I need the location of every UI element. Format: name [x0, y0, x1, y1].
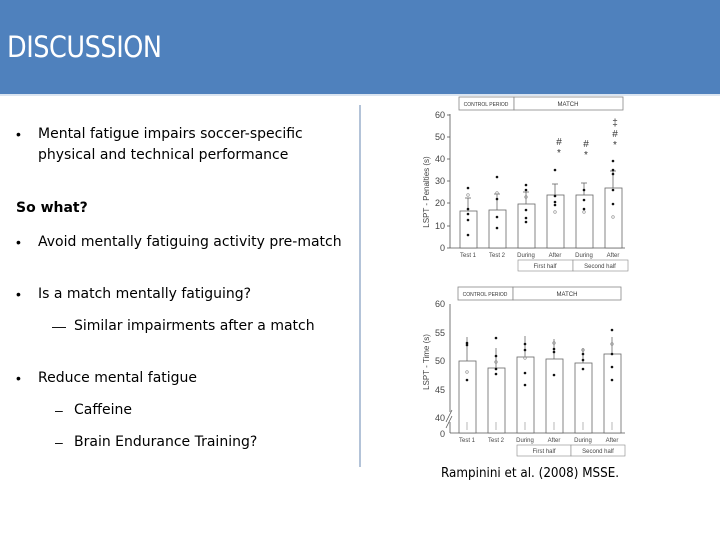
star-symbol: *	[613, 140, 617, 151]
x-tick: After	[606, 438, 619, 444]
bar	[517, 203, 536, 249]
y-tick: 0	[440, 243, 445, 253]
header-rule	[0, 94, 720, 96]
bullet-4: Reduce mental fatigue	[38, 370, 198, 386]
y-tick: 45	[435, 385, 445, 395]
match-box	[513, 96, 624, 111]
second-half-label: Second half	[582, 449, 614, 455]
star-symbol: *	[557, 148, 561, 159]
bullet-icon: •	[16, 126, 21, 142]
bullet-list: • Mental fatigue impairs soccer-specific…	[16, 126, 342, 450]
y-tick: 30	[435, 176, 445, 186]
match-label: MATCH	[558, 102, 579, 108]
dash-icon: —	[52, 318, 66, 334]
hash-symbol: #	[556, 137, 562, 148]
control-period-label: CONTROL PERIOD	[464, 102, 509, 108]
chart-penalties: CONTROL PERIOD MATCH 0 10 20 30 40 50 60…	[422, 96, 629, 272]
y-tick: 10	[435, 221, 445, 231]
x-tick: Test 2	[489, 253, 506, 259]
x-tick: During	[575, 253, 593, 259]
x-tick: Test 2	[488, 438, 505, 444]
bar	[575, 194, 594, 249]
star-symbol: *	[584, 150, 588, 161]
y-axis-label: LSPT - Time (s)	[422, 334, 431, 390]
x-tick: Test 1	[460, 253, 477, 259]
second-half-label: Second half	[584, 264, 616, 270]
x-tick: After	[607, 253, 620, 259]
y-tick: 50	[435, 132, 445, 142]
section-heading: So what?	[16, 200, 88, 216]
x-tick: Test 1	[459, 438, 476, 444]
x-tick: During	[574, 438, 592, 444]
hash-symbol: #	[583, 139, 589, 150]
dash-icon: –	[55, 402, 63, 418]
y-tick: 40	[435, 413, 445, 423]
dash-icon: –	[55, 434, 63, 450]
bullet-icon: •	[16, 234, 21, 250]
dagger-symbol: ‡	[612, 118, 618, 129]
control-period-label: CONTROL PERIOD	[463, 292, 508, 298]
bar	[459, 210, 478, 249]
y-tick: 50	[435, 356, 445, 366]
citation: Rampinini et al. (2008) MSSE.	[441, 466, 620, 481]
first-half-label: First half	[533, 264, 556, 270]
bullet-1-line-1: Mental fatigue impairs soccer-specific	[38, 126, 303, 142]
x-tick: During	[517, 253, 535, 259]
match-label: MATCH	[557, 292, 578, 298]
hash-symbol: #	[612, 129, 618, 140]
x-tick: After	[548, 438, 561, 444]
bullet-3: Is a match mentally fatiguing?	[38, 286, 252, 302]
y-tick: 55	[435, 328, 445, 338]
bullet-icon: •	[16, 370, 21, 386]
y-tick: 20	[435, 198, 445, 208]
y-tick: 40	[435, 154, 445, 164]
bullet-4-sub-1: Caffeine	[74, 402, 132, 418]
bullet-2: Avoid mentally fatiguing activity pre-ma…	[38, 234, 342, 250]
chart-time: CONTROL PERIOD MATCH 0 40 45 50 55 60 LS…	[422, 286, 626, 457]
y-tick: 0	[440, 429, 445, 439]
y-tick: 60	[435, 110, 445, 120]
x-tick: After	[549, 253, 562, 259]
bullet-1-line-2: physical and technical performance	[38, 147, 289, 163]
y-tick: 60	[435, 299, 445, 309]
first-half-label: First half	[532, 449, 555, 455]
bullet-3-sub: Similar impairments after a match	[74, 318, 315, 334]
bullet-icon: •	[16, 286, 21, 302]
bullet-4-sub-2: Brain Endurance Training?	[74, 434, 258, 450]
vertical-divider	[359, 105, 361, 467]
y-axis-label: LSPT - Penalties (s)	[422, 156, 431, 228]
x-tick: During	[516, 438, 534, 444]
title-bar: DISCUSSION	[0, 0, 720, 94]
slide-title: DISCUSSION	[7, 30, 162, 64]
